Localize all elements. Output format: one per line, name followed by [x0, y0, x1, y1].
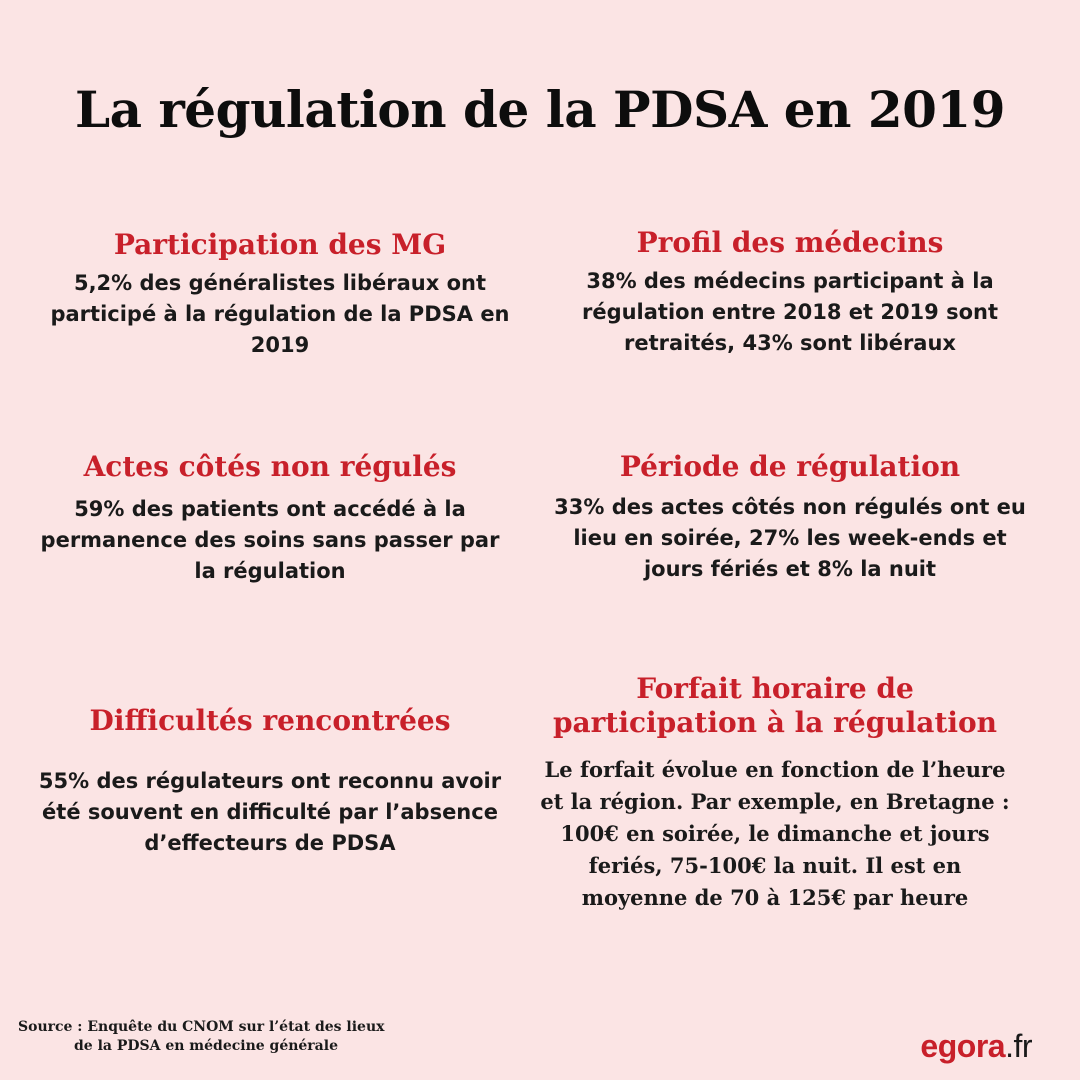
- stat-card-difficultes: Difficultés rencontrées 55% des régulate…: [30, 704, 510, 859]
- card-text: 38% des médecins participant à la régula…: [581, 269, 999, 355]
- stat-card-profil: Profil des médecins 38% des médecins par…: [545, 226, 1035, 359]
- card-text: Le forfait évolue en fonction de l’heure…: [540, 757, 1010, 910]
- stat-card-periode: Période de régulation 33% des actes côté…: [545, 450, 1035, 585]
- stat-card-forfait: Forfait horaire de participation à la ré…: [540, 672, 1010, 914]
- card-text: 59% des patients ont accédé à la permane…: [40, 497, 500, 583]
- card-heading: Profil des médecins: [636, 226, 944, 259]
- card-heading: Participation des MG: [113, 228, 447, 261]
- source-note: Source : Enquête du CNOM sur l’état des …: [18, 1018, 458, 1056]
- source-line-2: de la PDSA en médecine générale: [74, 1038, 338, 1054]
- card-text: 33% des actes côtés non régulés ont eu l…: [554, 495, 1026, 581]
- source-line-1: Source : Enquête du CNOM sur l’état des …: [18, 1019, 385, 1035]
- card-heading: Difficultés rencontrées: [89, 704, 451, 737]
- page-title: La régulation de la PDSA en 2019: [75, 80, 1006, 139]
- stat-card-participation: Participation des MG 5,2% des généralist…: [40, 228, 520, 361]
- logo-tld: .fr: [1005, 1028, 1032, 1064]
- card-heading: Forfait horaire de participation à la ré…: [552, 672, 998, 739]
- card-heading: Période de régulation: [619, 450, 961, 483]
- card-heading: Actes côtés non régulés: [83, 450, 457, 483]
- card-text: 55% des régulateurs ont reconnu avoir ét…: [38, 769, 502, 855]
- stat-card-actes: Actes côtés non régulés 59% des patients…: [40, 450, 500, 587]
- egora-logo: egora.fr: [920, 1028, 1032, 1064]
- logo-brand: egora: [920, 1028, 1006, 1064]
- card-text: 5,2% des généralistes libéraux ont parti…: [50, 271, 510, 357]
